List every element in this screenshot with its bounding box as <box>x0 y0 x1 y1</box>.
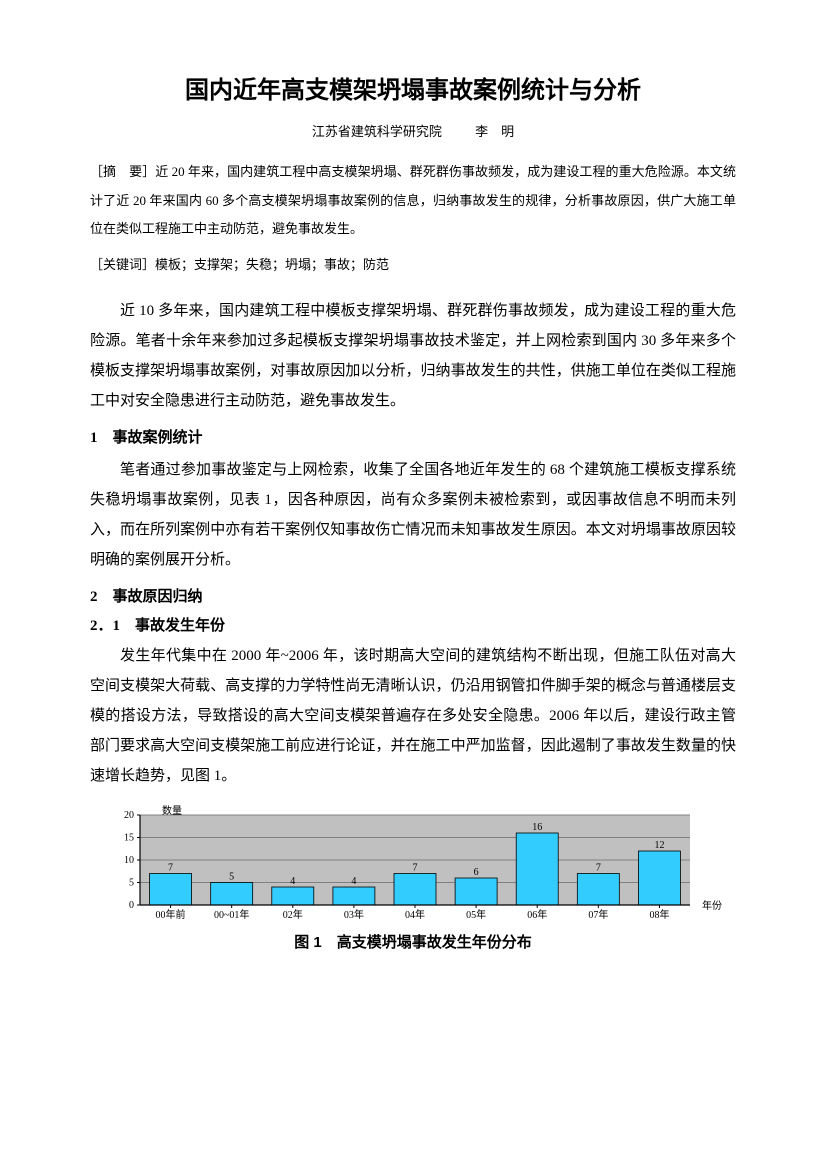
svg-text:12: 12 <box>654 840 664 851</box>
svg-text:4: 4 <box>290 876 295 887</box>
svg-text:5: 5 <box>229 871 234 882</box>
svg-text:05年: 05年 <box>466 908 486 921</box>
svg-text:00~01年: 00~01年 <box>214 908 249 921</box>
chart-caption: 图 1 高支模坍塌事故发生年份分布 <box>90 931 736 952</box>
svg-text:00年前: 00年前 <box>156 908 186 921</box>
bar-chart: 0 5 10 15 20 数量 7 00年前 5 00~01年 4 02年 4 03年 7 04年 6 05年 16… <box>90 805 736 925</box>
svg-text:7: 7 <box>596 862 601 873</box>
chart-figure-1: 0 5 10 15 20 数量 7 00年前 5 00~01年 4 02年 4 03年 7 04年 6 05年 16… <box>90 805 736 952</box>
svg-text:06年: 06年 <box>527 908 547 921</box>
keywords-label: ［关键词］ <box>90 257 155 272</box>
author-institution: 江苏省建筑科学研究院 <box>312 124 442 139</box>
keywords: ［关键词］模板；支撑架；失稳；坍塌；事故；防范 <box>90 252 736 278</box>
abstract: ［摘 要］近 20 年来，国内建筑工程中高支模架坍塌、群死群伤事故频发，成为建设… <box>90 158 736 244</box>
svg-text:年份: 年份 <box>702 899 722 912</box>
svg-text:04年: 04年 <box>405 908 425 921</box>
abstract-label: ［摘 要］ <box>90 164 155 179</box>
intro-paragraph: 近 10 多年来，国内建筑工程中模板支撑架坍塌、群死群伤事故频发，成为建设工程的… <box>90 296 736 416</box>
section-2-1-heading: 2．1 事故发生年份 <box>90 614 736 635</box>
svg-text:20: 20 <box>124 810 134 821</box>
svg-text:15: 15 <box>124 832 134 843</box>
svg-text:0: 0 <box>129 900 134 911</box>
section-2-1-paragraph: 发生年代集中在 2000 年~2006 年，该时期高大空间的建筑结构不断出现，但… <box>90 641 736 791</box>
svg-text:16: 16 <box>532 822 542 833</box>
svg-text:10: 10 <box>124 855 134 866</box>
svg-text:4: 4 <box>351 876 356 887</box>
page-title: 国内近年高支模架坍塌事故案例统计与分析 <box>90 70 736 105</box>
section-1-heading: 1 事故案例统计 <box>90 426 736 447</box>
author-name: 李 明 <box>475 124 514 139</box>
svg-text:数量: 数量 <box>162 805 182 817</box>
section-2-heading: 2 事故原因归纳 <box>90 585 736 606</box>
author-line: 江苏省建筑科学研究院 李 明 <box>90 121 736 140</box>
svg-text:6: 6 <box>474 867 479 878</box>
svg-text:03年: 03年 <box>344 908 364 921</box>
svg-text:07年: 07年 <box>588 908 608 921</box>
abstract-text: 近 20 年来，国内建筑工程中高支模架坍塌、群死群伤事故频发，成为建设工程的重大… <box>90 164 736 236</box>
svg-text:08年: 08年 <box>649 908 669 921</box>
svg-text:7: 7 <box>168 862 173 873</box>
svg-text:7: 7 <box>413 862 418 873</box>
svg-text:5: 5 <box>129 877 134 888</box>
svg-text:02年: 02年 <box>283 908 303 921</box>
section-1-paragraph: 笔者通过参加事故鉴定与上网检索，收集了全国各地近年发生的 68 个建筑施工模板支… <box>90 455 736 575</box>
keywords-text: 模板；支撑架；失稳；坍塌；事故；防范 <box>155 257 389 272</box>
